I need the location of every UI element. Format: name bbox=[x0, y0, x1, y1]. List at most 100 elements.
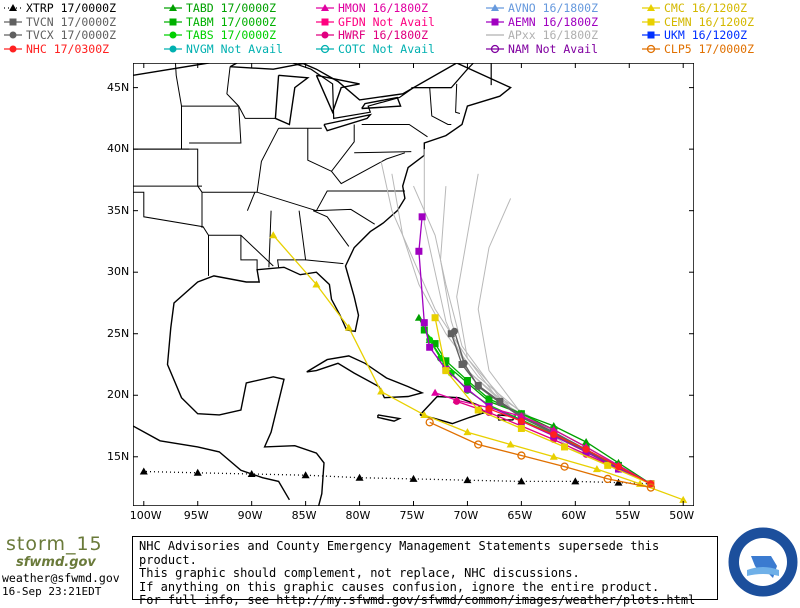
track-point bbox=[561, 443, 569, 451]
track-point bbox=[646, 483, 655, 492]
model-tracks bbox=[139, 149, 688, 503]
x-tick-label: 70W bbox=[453, 509, 479, 522]
y-tick-label: 30N bbox=[107, 265, 130, 279]
track-point bbox=[377, 387, 386, 395]
state-border bbox=[189, 106, 242, 144]
pacific-coast bbox=[133, 425, 291, 501]
track-point bbox=[420, 319, 428, 327]
legend-swatch bbox=[164, 31, 182, 39]
state-border bbox=[240, 235, 258, 270]
legend-swatch bbox=[164, 4, 182, 11]
legend-marker bbox=[321, 4, 329, 11]
legend-label: CMC 16/1200Z bbox=[664, 1, 748, 15]
track-point bbox=[592, 465, 601, 473]
track-point bbox=[614, 478, 623, 486]
legend-marker bbox=[321, 31, 329, 39]
track-point bbox=[463, 376, 471, 384]
track-point bbox=[269, 231, 278, 239]
track-point bbox=[485, 405, 493, 413]
track-point bbox=[485, 395, 493, 403]
state-border bbox=[174, 63, 182, 150]
track-point bbox=[550, 431, 558, 439]
legend-label: TABS 17/0000Z bbox=[186, 28, 277, 42]
disclaimer-url-line[interactable]: For full info, see http://my.sfwmd.gov/s… bbox=[139, 593, 696, 608]
legend-swatch bbox=[486, 44, 504, 54]
legend-swatch bbox=[164, 18, 182, 26]
legend-label: AEMN 16/1800Z bbox=[508, 15, 599, 29]
track-point bbox=[355, 473, 364, 481]
track-point bbox=[463, 476, 472, 484]
state-border bbox=[429, 87, 452, 125]
legend-swatch bbox=[642, 44, 660, 54]
track-point bbox=[431, 388, 440, 396]
legend-label: CLP5 17/0000Z bbox=[664, 42, 755, 56]
track-point bbox=[193, 468, 202, 476]
legend-label: HMON 16/1800Z bbox=[338, 1, 429, 15]
legend-marker bbox=[169, 4, 177, 11]
track-point bbox=[463, 428, 472, 436]
storm-track-map bbox=[133, 63, 694, 506]
legend-marker bbox=[647, 4, 655, 11]
x-tick-label: 80W bbox=[345, 509, 371, 522]
state-border bbox=[354, 151, 412, 154]
contact-email[interactable]: weather@sfwmd.gov bbox=[2, 571, 120, 585]
track-point bbox=[604, 461, 612, 469]
track-point bbox=[560, 462, 569, 471]
track-point bbox=[603, 474, 612, 484]
legend-label: TABM 17/0000Z bbox=[186, 15, 277, 29]
legend-marker bbox=[320, 44, 330, 54]
track-point bbox=[582, 445, 590, 453]
state-border bbox=[133, 148, 405, 212]
track-nhc bbox=[485, 405, 655, 488]
legend-label: TVCN 17/0000Z bbox=[26, 15, 117, 29]
track-point bbox=[431, 340, 439, 348]
x-tick-label: 65W bbox=[507, 509, 533, 522]
great-lakes-huron bbox=[315, 74, 360, 115]
legend-marker bbox=[9, 18, 17, 26]
legend-marker bbox=[490, 44, 500, 54]
legend-swatch bbox=[4, 31, 22, 39]
legend-swatch bbox=[316, 31, 334, 39]
legend-label: APxx 16/1800Z bbox=[508, 28, 599, 42]
legend-swatch bbox=[642, 31, 660, 39]
cuba bbox=[306, 355, 425, 399]
y-tick-label: 20N bbox=[107, 388, 130, 402]
track-point bbox=[496, 399, 504, 407]
legend-label: HWRF 16/1800Z bbox=[338, 28, 429, 42]
track-point bbox=[517, 451, 526, 460]
map-frame bbox=[133, 63, 694, 506]
legend-label: AVNO 16/1800Z bbox=[508, 1, 599, 15]
disclaimer-box: NHC Advisories and County Emergency Mana… bbox=[132, 536, 718, 607]
disclaimer-line: If anything on this graphic causes confu… bbox=[139, 579, 660, 594]
legend-label: GFDN Not Avail bbox=[338, 15, 435, 29]
track-point bbox=[582, 438, 591, 446]
great-lakes-erie bbox=[323, 113, 373, 132]
x-tick-label: 95W bbox=[183, 509, 209, 522]
legend-marker bbox=[491, 18, 499, 26]
state-border bbox=[313, 208, 375, 225]
state-border bbox=[246, 192, 256, 211]
legend-marker bbox=[647, 31, 655, 39]
track-point bbox=[414, 313, 423, 321]
track-point bbox=[415, 247, 423, 255]
track-line bbox=[429, 421, 651, 489]
track-point bbox=[450, 327, 458, 335]
state-border bbox=[256, 127, 280, 193]
legend-marker bbox=[321, 18, 329, 26]
track-point bbox=[247, 470, 256, 478]
track-line bbox=[488, 408, 652, 485]
y-tick-label: 25N bbox=[107, 326, 130, 340]
track-point bbox=[453, 397, 461, 405]
legend-marker bbox=[9, 31, 17, 39]
track-point bbox=[679, 495, 688, 503]
x-tick-label: 50W bbox=[669, 509, 695, 522]
track-point bbox=[571, 477, 580, 485]
legend-swatch bbox=[164, 45, 182, 53]
track-point bbox=[139, 467, 148, 475]
track-point bbox=[426, 343, 434, 351]
track-point bbox=[517, 477, 526, 485]
state-border bbox=[455, 83, 461, 114]
legend-swatch bbox=[486, 4, 504, 11]
track-point bbox=[442, 367, 450, 375]
legend-marker bbox=[647, 18, 655, 26]
